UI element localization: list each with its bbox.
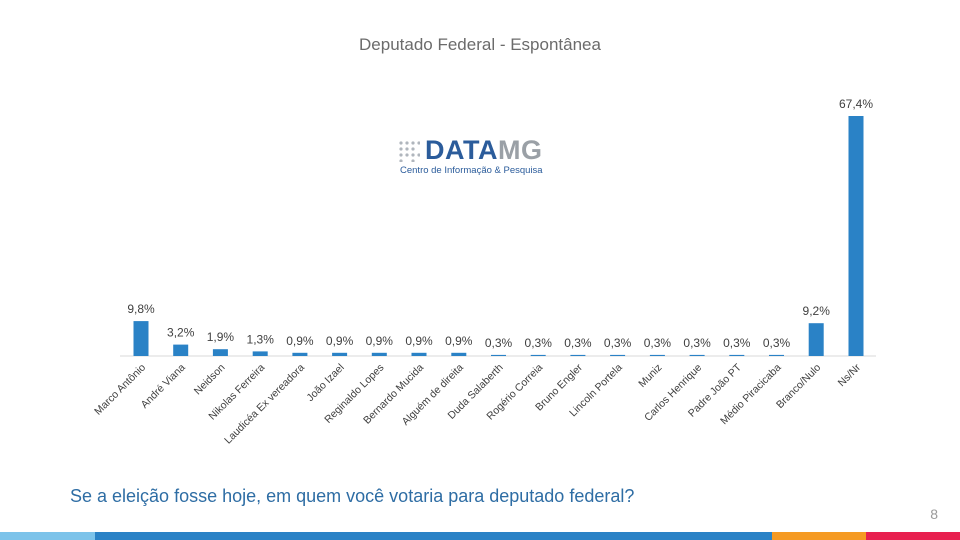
bar (252, 351, 268, 356)
bar-value-label: 0,3% (485, 336, 513, 350)
bar (769, 354, 784, 356)
bar (570, 354, 586, 356)
bar-value-label: 0,3% (604, 336, 632, 350)
bar-value-label: 0,9% (366, 334, 394, 348)
survey-question: Se a eleição fosse hoje, em quem você vo… (70, 486, 635, 506)
bar (133, 321, 149, 356)
bar-value-label: 0,3% (564, 336, 592, 350)
bar-value-label: 0,3% (763, 336, 791, 350)
footer-segment-pink (866, 532, 960, 540)
bar (649, 354, 665, 356)
bar-value-label: 1,3% (247, 332, 275, 346)
bar (689, 354, 705, 356)
datamg-logo: DATAMG Centro de Informação & Pesquisa (398, 135, 568, 180)
bar-value-label: 0,9% (445, 334, 473, 348)
footer-color-bar (0, 532, 960, 540)
footer-segment-light-blue (0, 532, 95, 540)
logo-brand-mg: MG (497, 135, 543, 165)
bar (491, 354, 506, 356)
bar (530, 354, 546, 356)
x-tick-label: Marco Antônio (92, 362, 148, 418)
bar (848, 116, 864, 356)
bar-chart: 9,8% 3,2% 1,9% 1,3% 0,9% 0,9% 0,9% 0,9% 0,9% 0,3%… (92, 97, 876, 446)
bar-value-label: 0,3% (644, 336, 672, 350)
bar-value-label: 0,9% (326, 334, 354, 348)
bar-value-label: 0,3% (525, 336, 553, 350)
bar-value-label: 0,9% (405, 334, 433, 348)
value-labels-group: 9,8% 3,2% 1,9% 1,3% 0,9% 0,9% 0,9% 0,9% 0,9% 0,3%… (127, 97, 873, 350)
bar-value-label: 1,9% (207, 330, 235, 344)
x-tick-label: João Izael (304, 362, 346, 404)
bar (292, 352, 308, 356)
bar-value-label: 9,2% (803, 304, 831, 318)
bars-group (133, 116, 864, 356)
bar (411, 352, 427, 356)
x-tick-label: Ns/Nr (836, 361, 864, 389)
bar (371, 352, 387, 356)
bar-value-label: 9,8% (127, 302, 155, 316)
x-tick-label: Muniz (636, 362, 664, 390)
x-tick-label: Laudicéa Ex vereadora (222, 362, 307, 447)
bar (808, 323, 824, 356)
bar-value-label: 3,2% (167, 326, 195, 340)
x-tick-label: Neidson (192, 362, 228, 398)
logo-brand-data: DATA (425, 135, 498, 165)
chart-title: Deputado Federal - Espontânea (359, 35, 601, 54)
page-number: 8 (930, 506, 938, 522)
logo-tagline: Centro de Informação & Pesquisa (400, 165, 543, 176)
bar (173, 344, 189, 356)
logo-brand: DATAMG (425, 135, 542, 166)
bar-value-label: 0,3% (723, 336, 751, 350)
bar (212, 349, 228, 356)
bar-value-label: 0,3% (683, 336, 711, 350)
footer-segment-blue (95, 532, 772, 540)
bar (610, 354, 626, 356)
bar-value-label: 67,4% (839, 97, 873, 111)
bar-value-label: 0,9% (286, 334, 314, 348)
bar (729, 354, 745, 356)
logo-dots-icon (399, 141, 420, 162)
footer-segment-orange (772, 532, 866, 540)
bar (332, 352, 348, 356)
bar (451, 352, 467, 356)
